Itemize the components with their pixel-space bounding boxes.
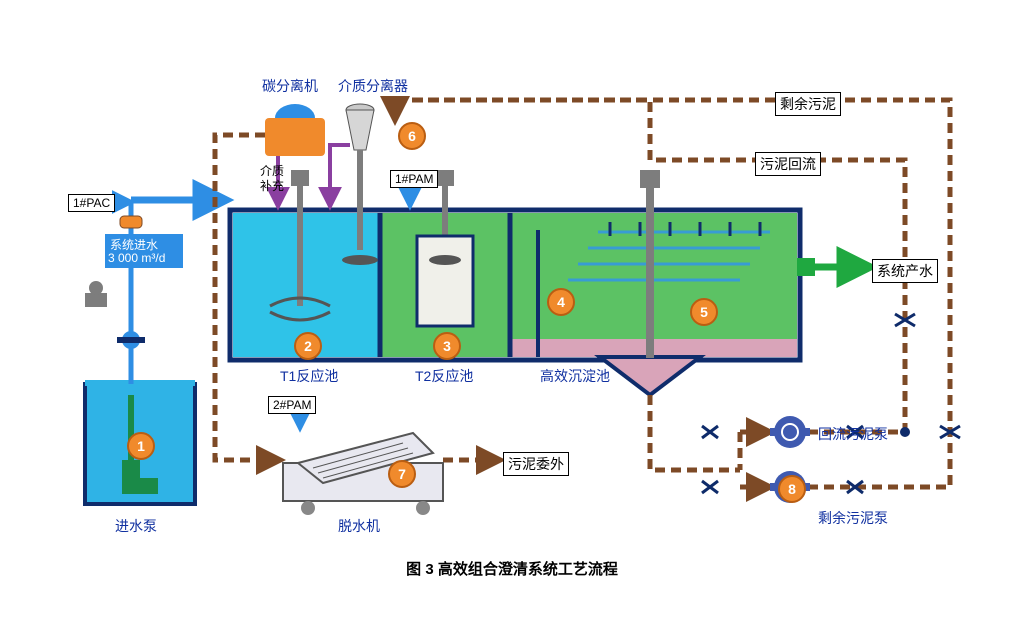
label-sludge-out: 污泥委外 <box>503 452 569 476</box>
badge-4: 4 <box>547 288 575 316</box>
badge-5: 5 <box>690 298 718 326</box>
label-pam2: 2#PAM <box>268 396 316 414</box>
label-pac: 1#PAC <box>68 194 115 212</box>
label-sed: 高效沉淀池 <box>540 366 610 386</box>
label-sys-out: 系统产水 <box>872 259 938 283</box>
figure-caption: 图 3 高效组合澄清系统工艺流程 <box>0 558 1024 579</box>
label-media-add2: 补充 <box>260 177 284 194</box>
label-t1: T1反应池 <box>280 366 338 386</box>
badge-8: 8 <box>778 475 806 503</box>
label-sludge-return: 污泥回流 <box>755 152 821 176</box>
label-return-pump: 回流污泥泵 <box>818 424 888 444</box>
badge-2: 2 <box>294 332 322 360</box>
label-carbon-sep: 碳分离机 <box>262 76 318 96</box>
label-excess-sludge: 剩余污泥 <box>775 92 841 116</box>
label-excess-pump: 剩余污泥泵 <box>818 508 888 528</box>
label-sys-in-2: 3 000 m³/d <box>108 251 165 265</box>
badge-6: 6 <box>398 122 426 150</box>
badge-3: 3 <box>433 332 461 360</box>
label-pam1: 1#PAM <box>390 170 438 188</box>
badge-1: 1 <box>127 432 155 460</box>
badge-7: 7 <box>388 460 416 488</box>
label-intake-pump: 进水泵 <box>115 516 157 536</box>
label-media-sep: 介质分离器 <box>338 76 408 96</box>
label-dewater: 脱水机 <box>338 516 380 536</box>
label-t2: T2反应池 <box>415 366 473 386</box>
diagram-stage: 1 2 3 4 5 6 7 8 1#PAC 系统进水 3 000 m³/d 进水… <box>0 0 1024 625</box>
